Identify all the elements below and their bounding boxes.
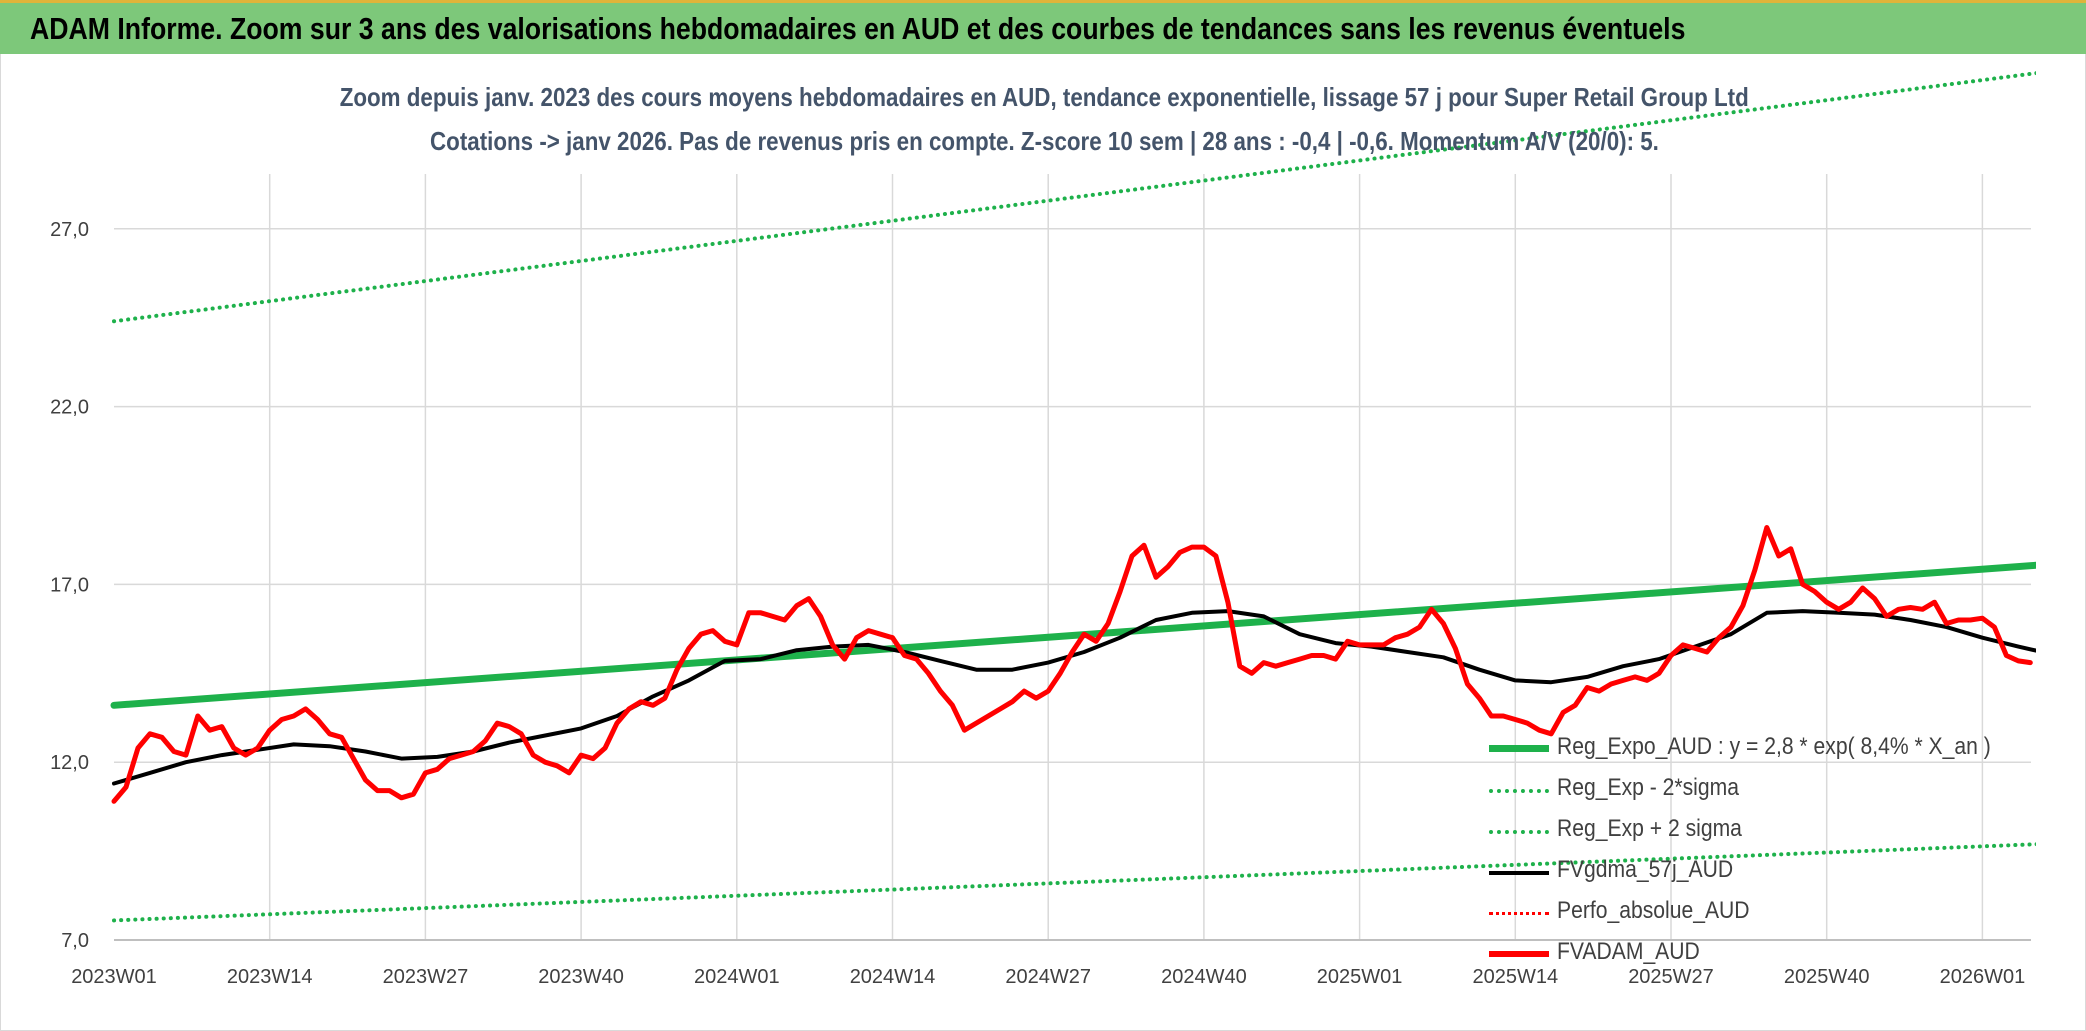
x-tick-label: 2024W01 [694,966,780,988]
x-tick-label: 2023W01 [71,966,157,988]
legend-label: FVgdma_57j_AUD [1557,856,1734,883]
legend-swatch [1489,830,1549,834]
chart-title: Zoom depuis janv. 2023 des cours moyens … [1,82,2086,113]
x-tick-label: 2024W14 [850,966,936,988]
x-tick-label: 2025W01 [1317,966,1403,988]
legend-label: Reg_Exp + 2 sigma [1557,815,1742,842]
legend-label: Reg_Exp - 2*sigma [1557,774,1739,801]
legend-swatch [1489,789,1549,793]
x-tick-label: 2025W14 [1472,966,1558,988]
fvadam-line [111,525,2033,804]
line-chart: 7,0 12,0 17,0 22,0 27,0 2023W01 2023W14 2023W27… [50,71,2036,988]
legend-swatch [1489,912,1549,915]
y-tick-label: 12,0 [50,752,89,774]
report-title: ADAM Informe. Zoom sur 3 ans des valoris… [30,11,1686,46]
reg-expo-trend-line [110,561,2036,709]
axes: 7,0 12,0 17,0 22,0 27,0 2023W01 2023W14 2023W27… [50,219,2031,988]
x-tick-label: 2023W14 [227,966,313,988]
y-tick-label: 27,0 [50,219,89,241]
legend-label: FVADAM_AUD [1557,938,1700,965]
legend-swatch [1489,745,1549,752]
report-title-banner: ADAM Informe. Zoom sur 3 ans des valoris… [0,0,2086,54]
chart-subtitle: Cotations -> janv 2026. Pas de revenus p… [1,126,2086,157]
reg-exp-minus-2sigma-line [112,842,2036,923]
series-lines [110,71,2036,923]
fvgdma-57j-line [112,609,2036,786]
x-tick-label: 2025W27 [1628,966,1714,988]
x-tick-label: 2023W27 [383,966,469,988]
chart-area: 7,0 12,0 17,0 22,0 27,0 2023W01 2023W14 2023W27… [0,54,2086,1031]
y-tick-label: 17,0 [50,574,89,596]
legend-label: Reg_Expo_AUD : y = 2,8 * exp( 8,4% * X_a… [1557,733,1991,760]
legend-label: Perfo_absolue_AUD [1557,897,1750,924]
y-tick-label: 7,0 [61,930,89,952]
y-tick-label: 22,0 [50,397,89,419]
x-tick-label: 2025W40 [1784,966,1870,988]
legend-swatch [1489,951,1549,957]
grid [114,174,2031,940]
x-tick-label: 2024W40 [1161,966,1247,988]
legend-swatch [1489,871,1549,875]
chart-title-text: Zoom depuis janv. 2023 des cours moyens … [339,82,1749,112]
reg-exp-plus-2sigma-line [112,71,2036,324]
chart-subtitle-text: Cotations -> janv 2026. Pas de revenus p… [429,126,1659,156]
x-tick-label: 2023W40 [538,966,624,988]
x-tick-label: 2024W27 [1005,966,1091,988]
x-tick-label: 2026W01 [1940,966,2026,988]
